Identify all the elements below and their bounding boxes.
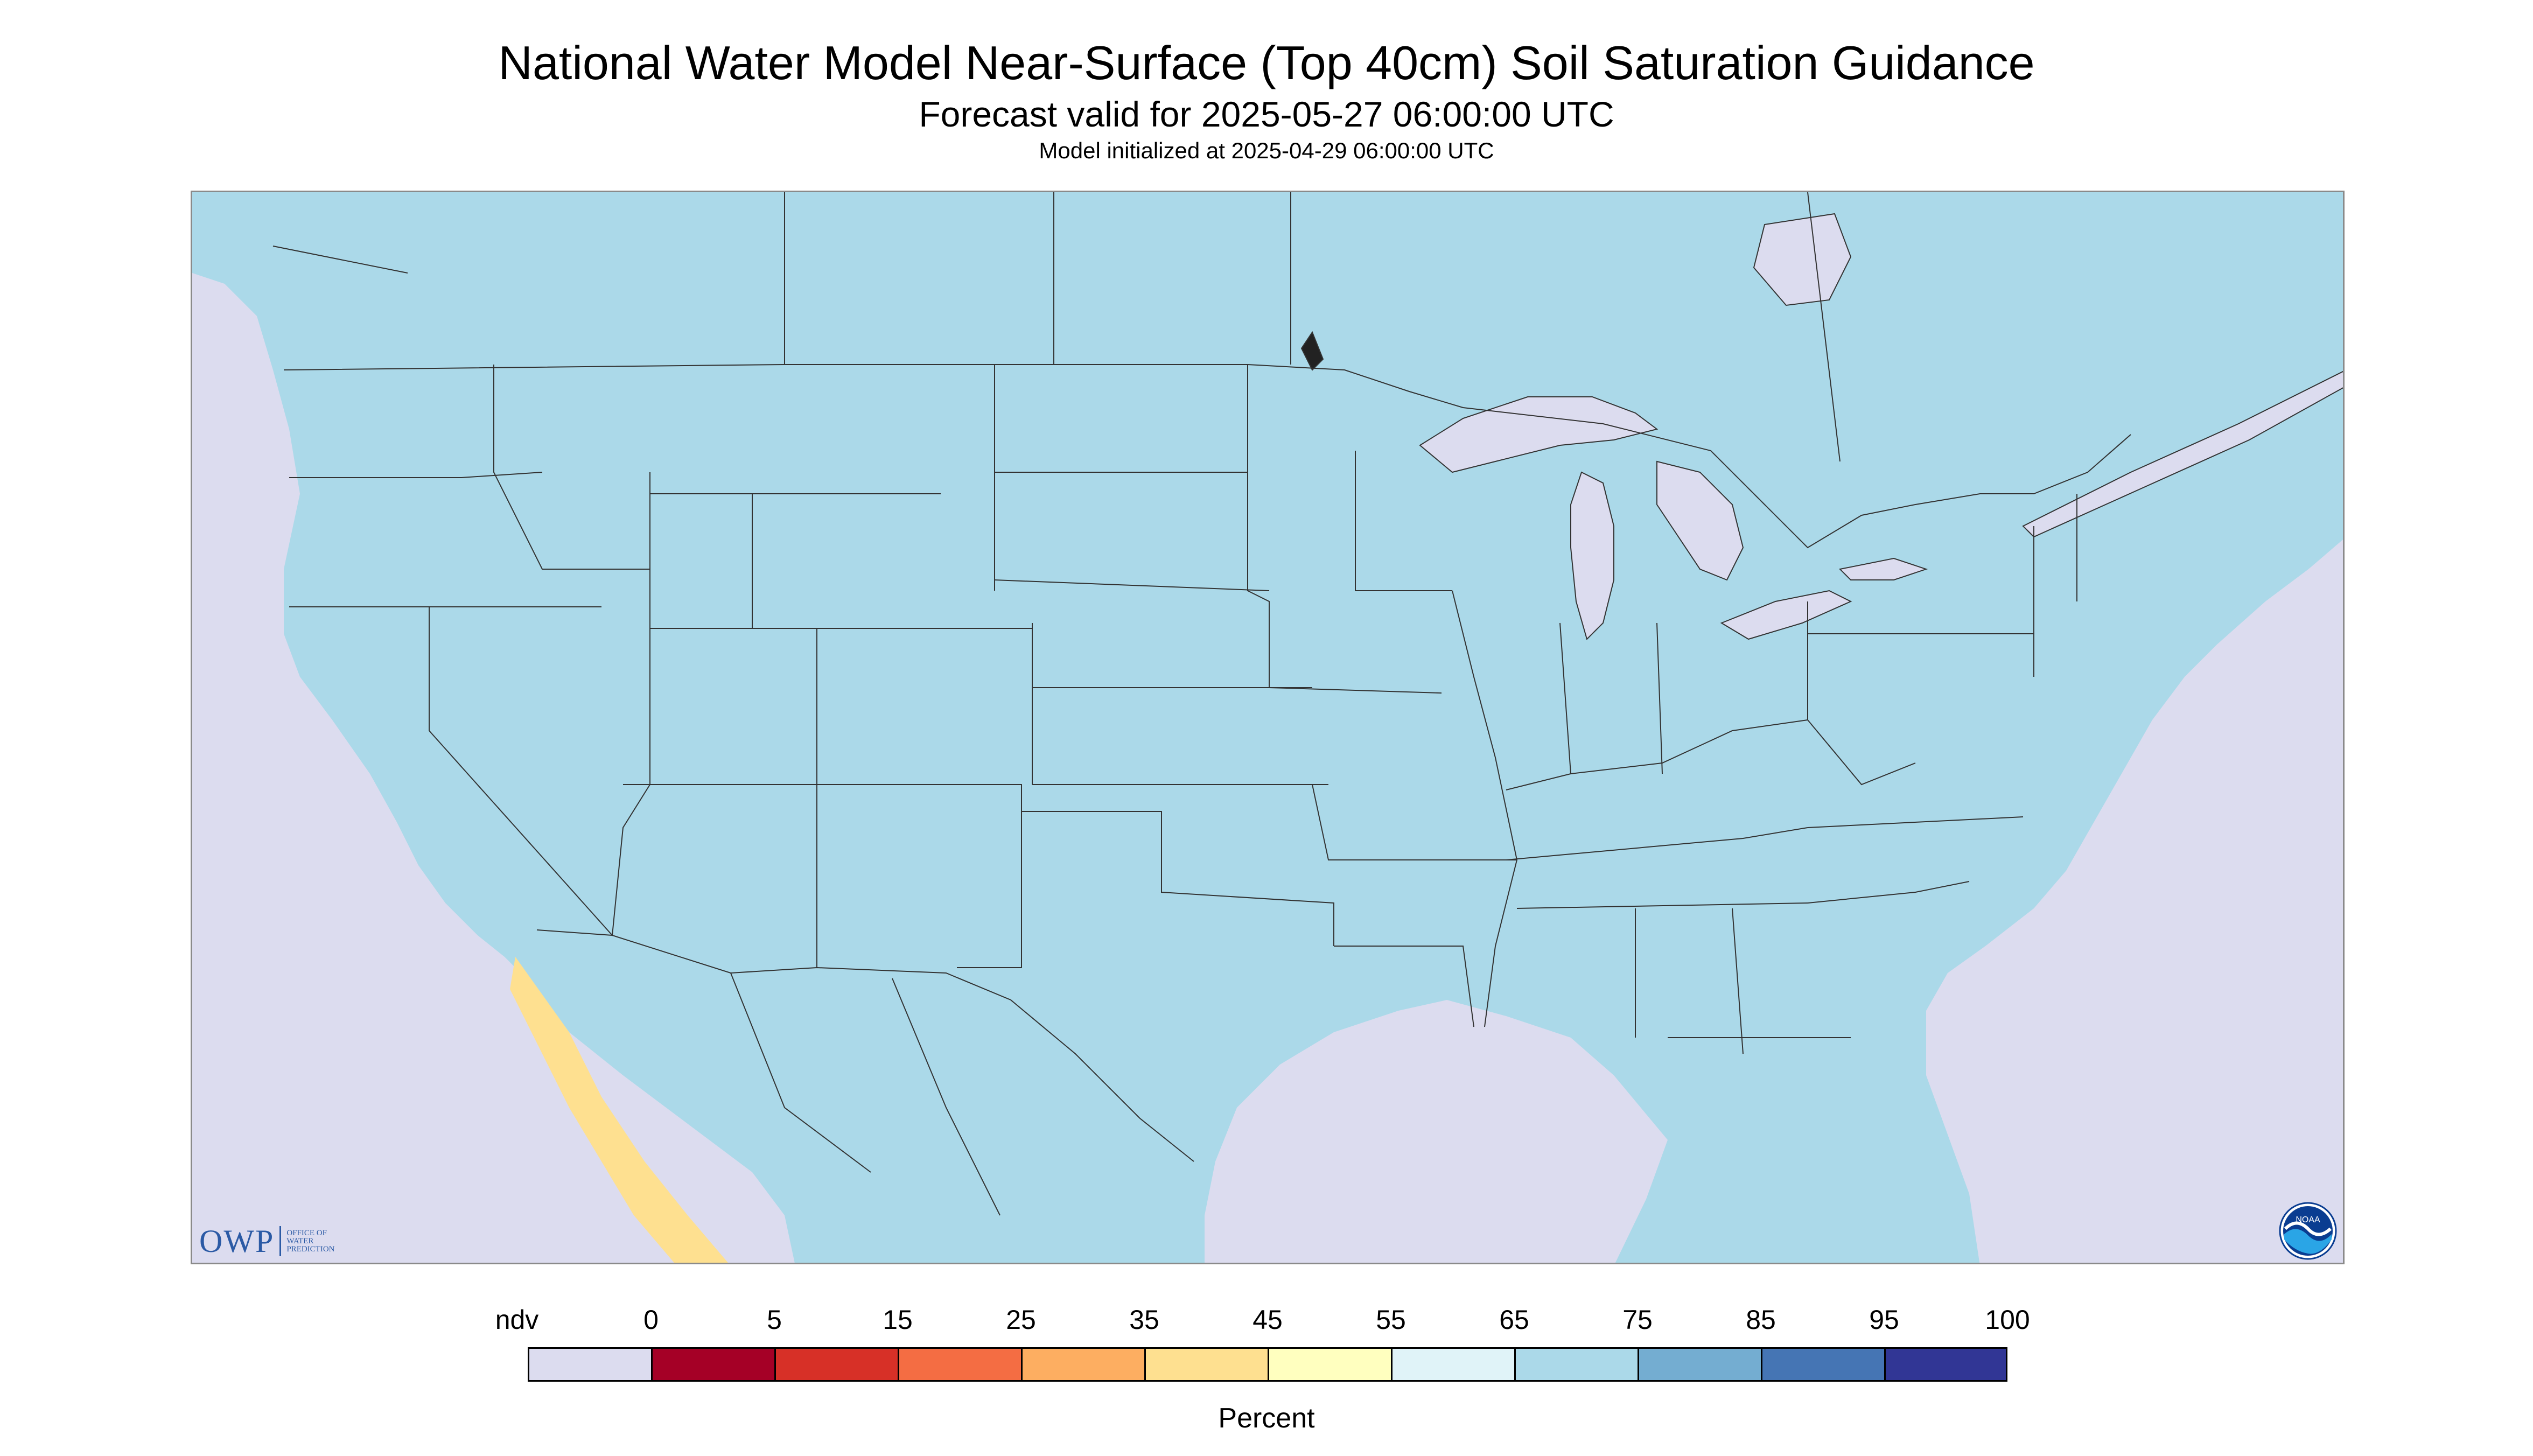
us-canada-border (283, 364, 2131, 549)
great-lakes (1300, 213, 2343, 640)
in-oh-line (1656, 622, 1663, 774)
legend-tick-label: 45 (1252, 1305, 1283, 1335)
st-lawrence-river (2022, 370, 2343, 538)
legend-swatch (528, 1347, 653, 1382)
legend-tick-label: 5 (767, 1305, 782, 1335)
noaa-logo: NOAA (2279, 1202, 2337, 1260)
legend-tick-label: ndv (495, 1305, 539, 1335)
state-boundaries (272, 192, 2131, 1216)
lake-winnipeg (1300, 331, 1324, 371)
legend-tick-label: 100 (1985, 1305, 2030, 1335)
nm-tx-line (817, 784, 1022, 968)
sc-nc-line (1807, 881, 1970, 904)
svg-text:NOAA: NOAA (2296, 1215, 2320, 1224)
legend-swatch (1638, 1347, 1762, 1382)
nv-az-line (612, 628, 650, 936)
ar-la-line (1334, 946, 1474, 1027)
legend-tick-label: 65 (1499, 1305, 1529, 1335)
mo-ar-line (1312, 784, 1517, 860)
forecast-valid-subtitle: Forecast valid for 2025-05-27 06:00:00 U… (919, 94, 1614, 134)
baja-peninsula (510, 957, 728, 1263)
lake-ontario (1838, 557, 1928, 580)
soil-saturation-map (192, 192, 2343, 1263)
mn-line (1247, 365, 1270, 688)
legend-tick-label: 0 (643, 1305, 659, 1335)
legend-swatch (1268, 1347, 1393, 1382)
lake-erie (1720, 590, 1852, 640)
id-mt-line (493, 365, 650, 570)
mn-wi-line (1355, 451, 1452, 591)
legend-tick-label: 95 (1869, 1305, 1899, 1335)
owp-logo: OWP OFFICE OF WATER PREDICTION (199, 1222, 335, 1260)
lake-superior (1419, 396, 1659, 473)
legend-swatch (1514, 1347, 1639, 1382)
legend-swatch (1391, 1347, 1516, 1382)
nw-canada-line (272, 246, 408, 274)
legend-tick-label: 15 (883, 1305, 913, 1335)
wy-co-line (752, 494, 1032, 629)
mexico-border (536, 929, 1194, 1162)
legend-swatch (774, 1347, 899, 1382)
owp-logo-subtext: OFFICE OF WATER PREDICTION (286, 1228, 335, 1254)
sd-ne-line (994, 579, 1270, 591)
legend-tick-label: 75 (1622, 1305, 1653, 1335)
ms-river-line (1452, 590, 1518, 1027)
legend-swatch (1884, 1347, 2007, 1382)
legend-swatch (1144, 1347, 1269, 1382)
map-title: National Water Model Near-Surface (Top 4… (498, 36, 2035, 89)
map-panel (191, 191, 2345, 1264)
mexico-states-line (730, 972, 871, 1173)
legend-swatch (1021, 1347, 1146, 1382)
tn-south-line (1516, 902, 1808, 909)
wv-va-line (1807, 719, 1916, 786)
legend-swatch (898, 1347, 1023, 1382)
owp-logo-divider (279, 1226, 282, 1256)
model-init-line: Model initialized at 2025-04-29 06:00:00… (1039, 138, 1494, 163)
lake-nipigon (1753, 213, 1852, 306)
al-ga-line (1732, 908, 1744, 1054)
ia-mo-line (1269, 687, 1442, 694)
lake-michigan (1570, 471, 1614, 640)
ca-nv-line (429, 607, 613, 936)
va-nc-line (1807, 816, 2024, 828)
il-in-line (1559, 622, 1571, 774)
ohio-river-line (1506, 719, 1808, 790)
legend-tick-label: 55 (1376, 1305, 1406, 1335)
legend-tick-label: 85 (1746, 1305, 1776, 1335)
wa-or-line (289, 472, 543, 478)
legend-swatch (651, 1347, 776, 1382)
legend-unit: Percent (1218, 1403, 1315, 1434)
lake-huron (1656, 460, 1744, 581)
legend-tick-label: 25 (1006, 1305, 1036, 1335)
legend-tick-label: 35 (1129, 1305, 1159, 1335)
ontario-quebec-line (1807, 192, 1841, 462)
ok-tx-line (1021, 811, 1334, 946)
land-mass (192, 192, 2343, 1263)
owp-logo-text: OWP (199, 1223, 275, 1259)
mexico-states-line-2 (892, 978, 1000, 1216)
legend-swatch (1761, 1347, 1886, 1382)
tn-ky-line (1506, 827, 1808, 860)
north-america-land (192, 192, 2343, 1263)
